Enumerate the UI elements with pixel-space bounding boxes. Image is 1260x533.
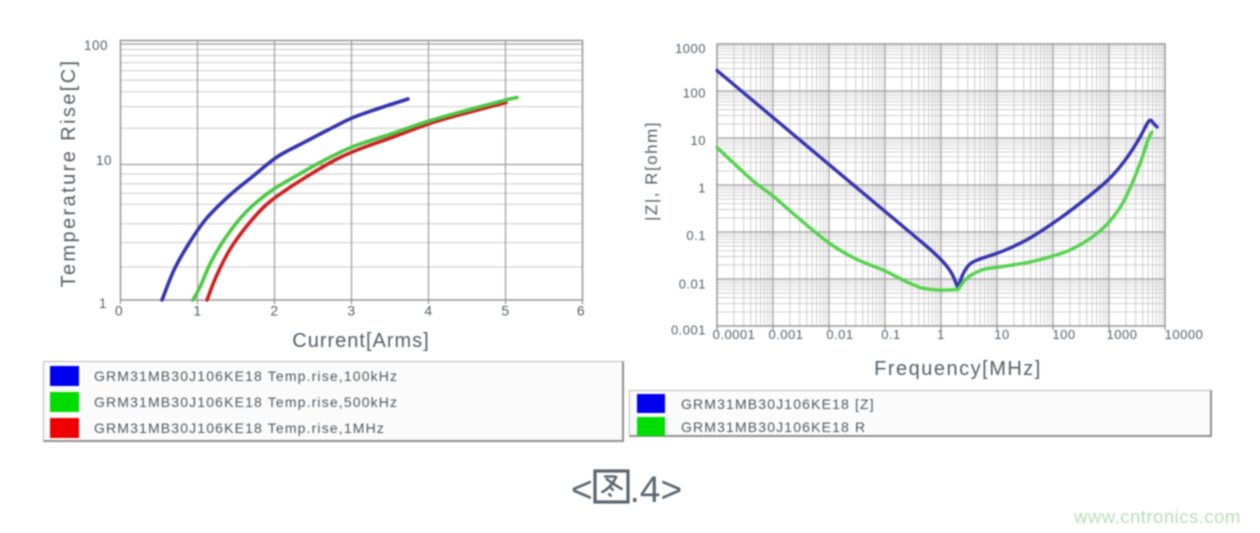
svg-text:1000: 1000 [1107,327,1138,342]
svg-text:1000: 1000 [675,41,706,56]
svg-text:5: 5 [501,303,509,319]
svg-text:1: 1 [99,296,107,311]
svg-text:Current[Arms]: Current[Arms] [292,330,429,352]
svg-text:0: 0 [115,303,123,319]
svg-text:100: 100 [683,86,706,101]
svg-text:100: 100 [84,38,108,53]
svg-text:0.001: 0.001 [768,327,803,342]
svg-text:6: 6 [577,303,585,319]
svg-text:10000: 10000 [1165,327,1204,342]
svg-text:2: 2 [270,303,278,319]
svg-text:10: 10 [96,153,112,168]
svg-text:Frequency[MHz]: Frequency[MHz] [874,358,1042,380]
svg-text:0.0001: 0.0001 [713,327,756,342]
svg-text:1: 1 [937,327,945,342]
svg-text:0.1: 0.1 [881,327,901,342]
svg-text:1: 1 [193,303,201,319]
svg-text:10: 10 [994,327,1009,342]
svg-text:1: 1 [698,181,706,196]
svg-text:|Z|, R[ohm]: |Z|, R[ohm] [642,121,661,221]
svg-text:0.001: 0.001 [671,323,706,338]
svg-text:100: 100 [1052,327,1075,342]
svg-text:10: 10 [691,133,706,148]
svg-text:4: 4 [424,303,432,319]
svg-text:0.01: 0.01 [826,327,853,342]
svg-text:0.1: 0.1 [686,228,706,243]
svg-text:0.01: 0.01 [679,277,706,292]
svg-text:3: 3 [347,303,355,319]
svg-text:Temperature Rise[C]: Temperature Rise[C] [58,59,80,288]
